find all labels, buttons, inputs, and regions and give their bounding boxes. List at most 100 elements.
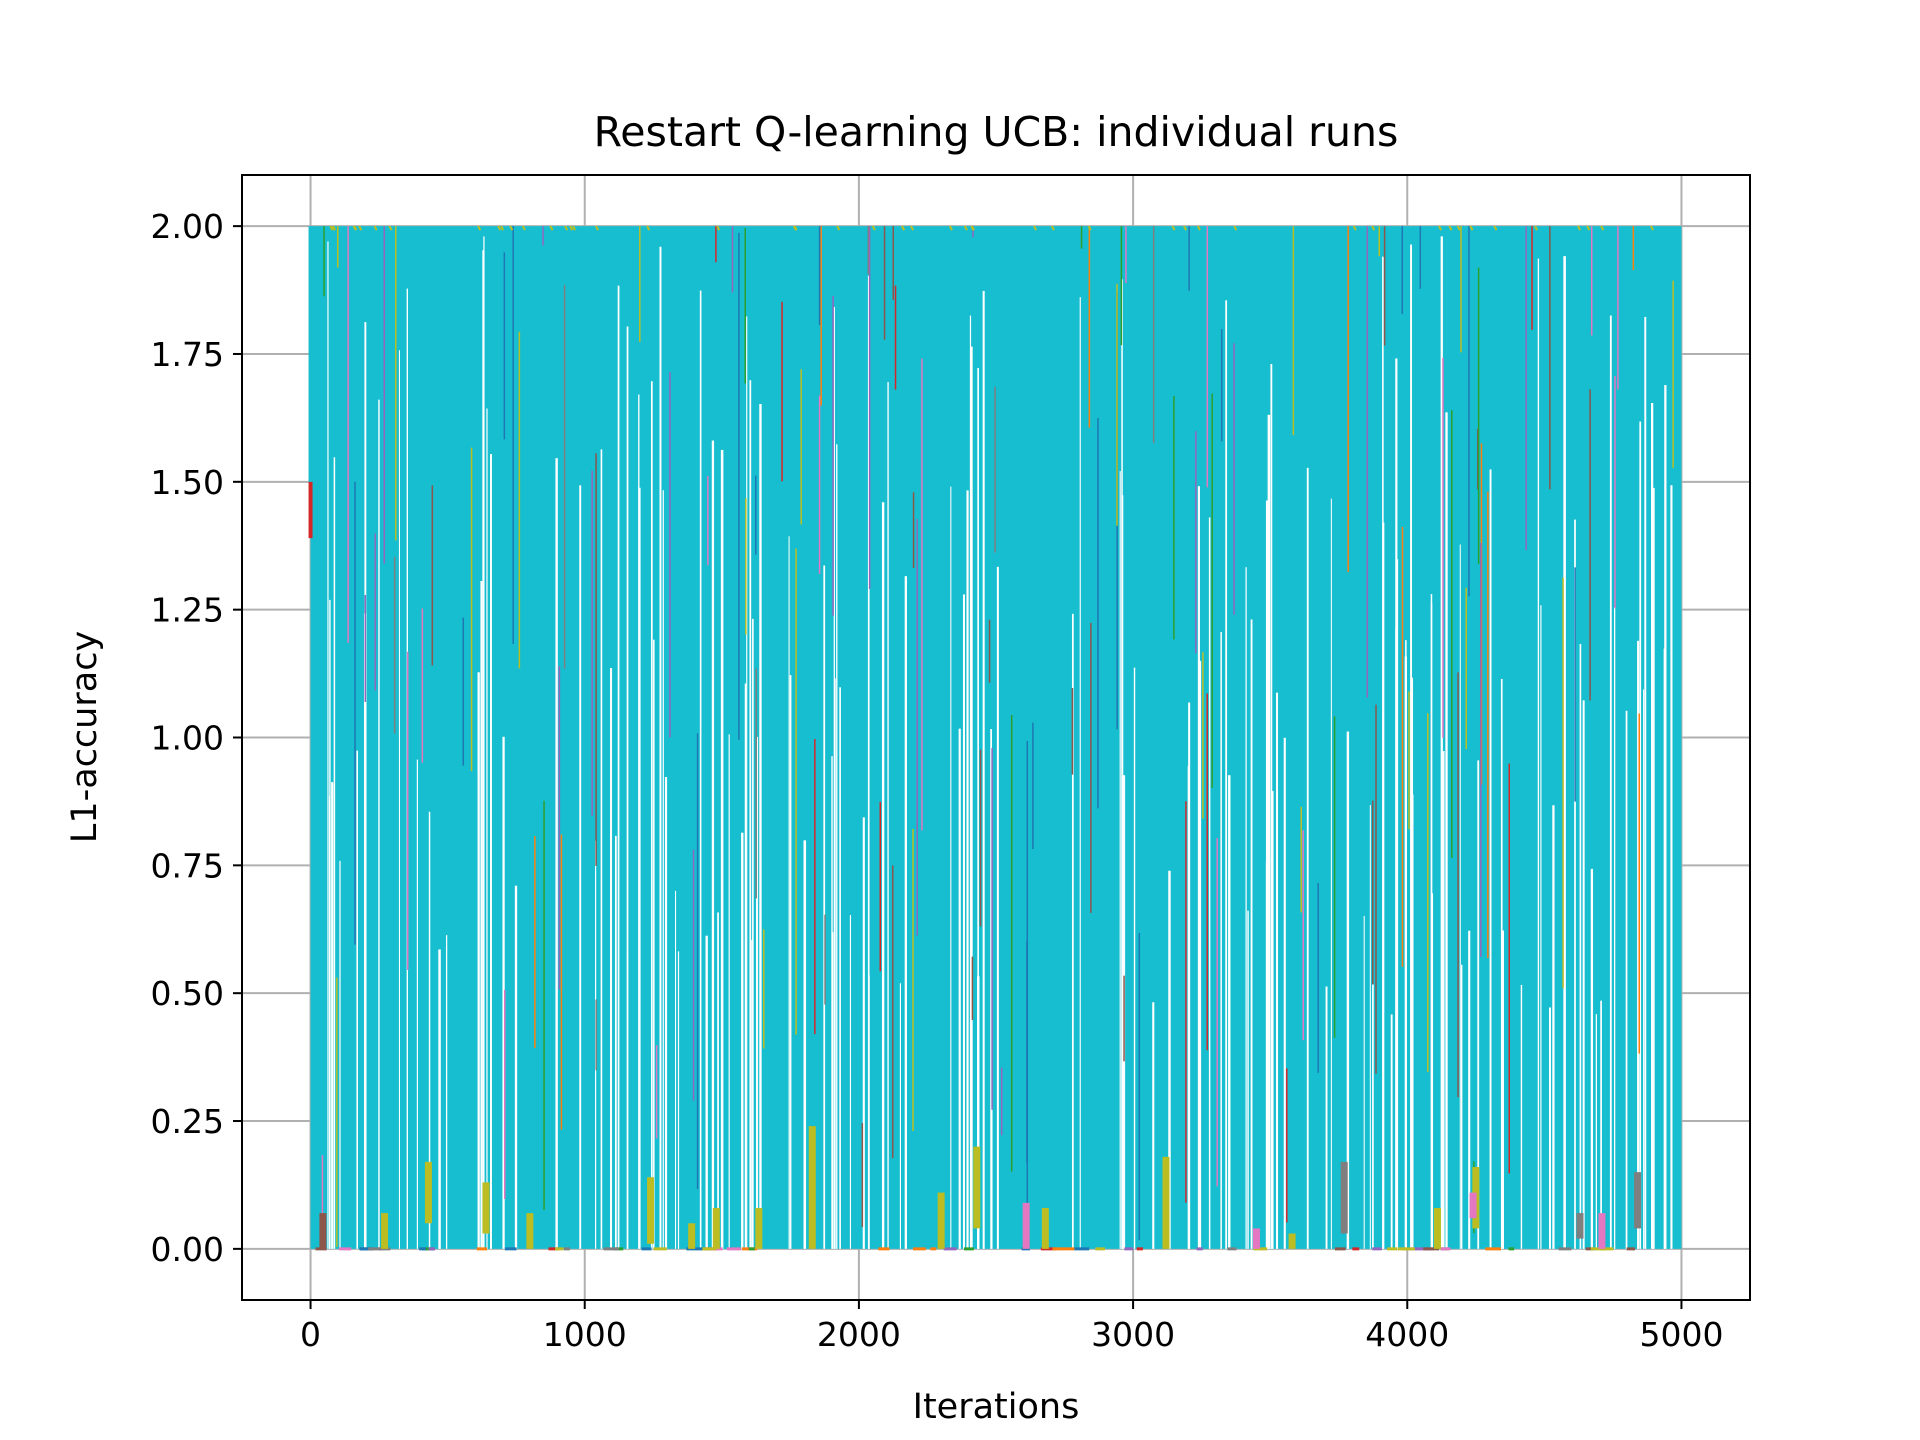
series-gap — [1489, 469, 1492, 1249]
series-gap — [1625, 710, 1628, 1249]
series-gap — [1079, 297, 1081, 1249]
series-top-jitter — [497, 225, 502, 231]
series-gap — [1411, 677, 1414, 1249]
series-top-jitter — [1600, 225, 1605, 231]
series-top-jitter — [477, 225, 482, 231]
series-gap — [899, 983, 901, 1249]
series-gap — [962, 594, 965, 1249]
series-gap — [416, 759, 419, 1249]
y-tick-label: 1.50 — [151, 463, 224, 502]
series-gap — [489, 454, 492, 1249]
series-top-jitter — [716, 225, 721, 231]
series-gap — [751, 939, 754, 1249]
series-gap — [970, 346, 973, 1249]
series-gap — [639, 487, 641, 1249]
series-gap — [752, 618, 754, 1249]
series-gap — [950, 486, 952, 1249]
series-top-jitter — [948, 225, 953, 231]
series-gap — [744, 683, 747, 1249]
series-top-jitter — [970, 225, 975, 231]
series-gap — [675, 890, 677, 1249]
series-gap — [1600, 1000, 1602, 1249]
series-gap — [836, 444, 838, 1249]
series-gap — [1644, 316, 1647, 1249]
series-gap — [378, 399, 380, 1249]
series-gap — [1250, 619, 1253, 1249]
series-top-jitter — [1586, 225, 1591, 231]
series-gap — [1613, 607, 1616, 1249]
series-top-jitter — [836, 225, 841, 231]
series-top-jitter — [373, 225, 378, 231]
series-gap — [617, 285, 620, 1249]
series-gap — [1579, 644, 1582, 1249]
series-top-jitter — [1493, 225, 1498, 231]
series-gap — [1549, 1007, 1551, 1249]
series-gap — [477, 672, 480, 1249]
y-tick-label: 1.75 — [151, 335, 224, 374]
series-gap — [1133, 667, 1136, 1249]
series-top-jitter — [595, 225, 599, 231]
series-gap — [1404, 656, 1407, 1249]
series-top-jitter — [1577, 225, 1582, 231]
series-gap — [1431, 893, 1434, 1249]
series-gap — [486, 408, 488, 1249]
series-gap — [482, 250, 485, 1249]
series-gap — [638, 394, 640, 1249]
series-gap — [1520, 984, 1523, 1249]
series-gap — [1609, 315, 1612, 1249]
y-tick-label: 0.25 — [151, 1102, 224, 1141]
series-gap — [1363, 915, 1365, 1249]
series-top-jitter — [1233, 225, 1238, 231]
series-gap — [1395, 358, 1398, 1249]
series-top-jitter — [1087, 225, 1092, 231]
series-gap — [977, 367, 979, 1249]
series-gap — [600, 449, 603, 1249]
series-gap — [327, 241, 329, 1249]
series-gap — [1460, 964, 1463, 1249]
series-gap — [823, 565, 826, 1249]
series-gap — [1197, 486, 1200, 1249]
series-gap — [664, 776, 668, 1249]
series-gap — [1639, 421, 1642, 1249]
series-gap — [1275, 692, 1279, 1249]
series-gap — [1168, 870, 1171, 1249]
series-top-jitter — [1448, 225, 1453, 231]
series-gap — [1574, 519, 1576, 1249]
y-tick-label: 0.75 — [151, 846, 224, 885]
series-gap — [833, 306, 835, 1249]
series-gap — [788, 536, 790, 1249]
series-gap — [363, 613, 367, 1249]
series-gap — [1325, 986, 1328, 1249]
series-gap — [1440, 236, 1443, 1249]
series-gap — [609, 668, 613, 1249]
x-tick-label: 5000 — [1639, 1315, 1723, 1354]
chart-title: Restart Q-learning UCB: individual runs — [594, 108, 1399, 156]
series-gap — [831, 932, 834, 1249]
series-gap — [834, 678, 836, 1249]
series-gap — [662, 490, 664, 1249]
series-top-jitter — [569, 225, 574, 231]
series-gap — [720, 449, 724, 1249]
series-10-band — [310, 226, 1682, 1249]
y-axis-label: L1-accuracy — [65, 631, 105, 843]
series-gap — [996, 566, 999, 1249]
series-top-jitter — [1196, 225, 1201, 231]
series-gap — [881, 502, 885, 1249]
series-top-jitter — [792, 225, 797, 231]
y-tick-label: 0.50 — [151, 974, 224, 1013]
series-top-jitter — [1171, 225, 1176, 231]
series-top-jitter — [509, 225, 514, 231]
series-gap — [711, 440, 715, 1249]
series-gap — [1265, 500, 1269, 1249]
series-gap — [428, 811, 431, 1249]
series-gap — [677, 951, 680, 1249]
series-gap — [1459, 544, 1461, 1249]
series-gap — [705, 935, 708, 1249]
series-gap — [755, 736, 759, 1249]
series-gap — [803, 840, 807, 1249]
series-gap — [502, 736, 505, 1249]
series-gap — [1071, 613, 1074, 1249]
series-gap — [514, 885, 518, 1249]
series-gap — [868, 975, 870, 1249]
